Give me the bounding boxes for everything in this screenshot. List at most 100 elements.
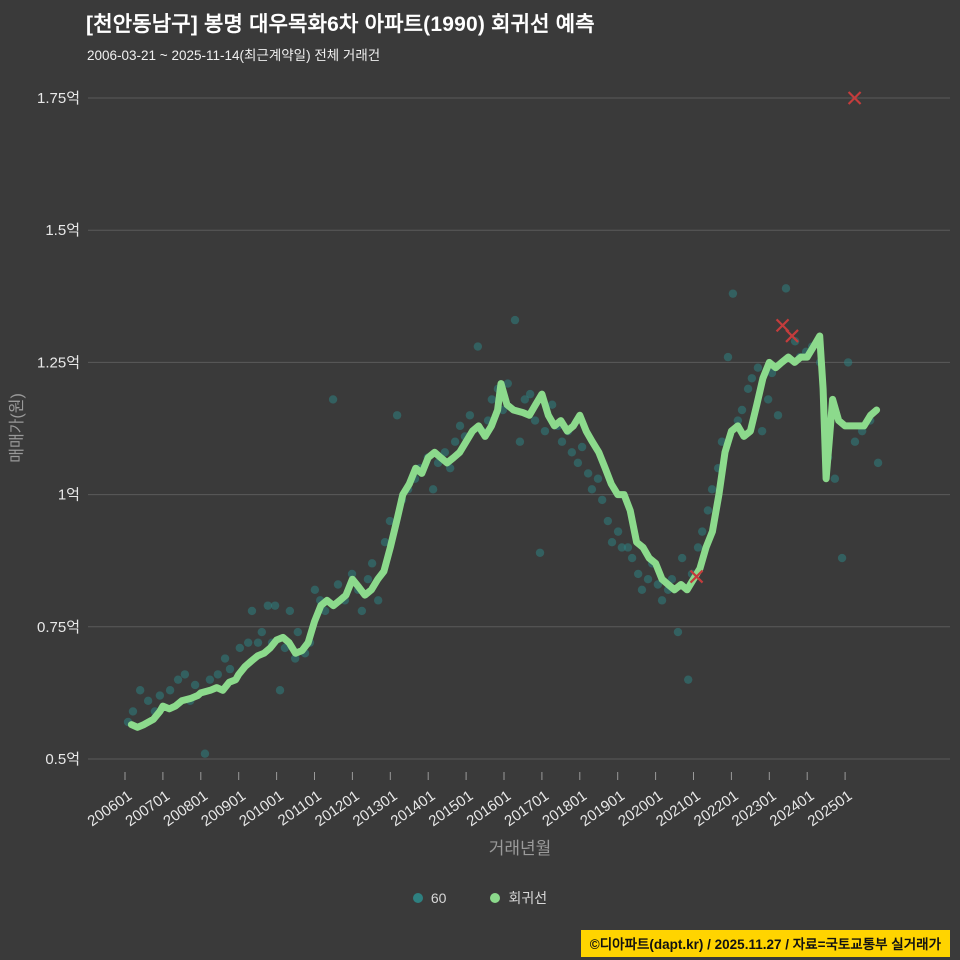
- scatter-point: [253, 638, 263, 647]
- regression-line-path: [127, 332, 881, 731]
- scatter-point: [220, 654, 230, 663]
- price-scatter-chart: 0.5억 0.75억 1억 1.25억 1.5억 1.75억 200601200701200…: [8, 90, 950, 858]
- scatter-point: [128, 707, 138, 716]
- scatter-point: [333, 580, 343, 589]
- scatter-point: [573, 458, 583, 468]
- scatter-point: [135, 686, 145, 695]
- scatter-point: [698, 527, 707, 536]
- scatter-point: [607, 537, 617, 547]
- scatter-point: [428, 485, 438, 494]
- scatter-point: [753, 363, 763, 372]
- scatter-point: [473, 342, 483, 351]
- scatter-point: [535, 548, 545, 557]
- scatter-point: [225, 664, 235, 674]
- scatter-point: [213, 670, 223, 679]
- scatter-point: [173, 675, 183, 684]
- chart-legend: 60 회귀선: [0, 888, 960, 908]
- scatter-point: [347, 569, 357, 579]
- scatter-point: [547, 400, 557, 409]
- scatter-point: [743, 384, 753, 394]
- y-tick-label: 1.25억: [37, 354, 80, 371]
- scatter-point: [263, 601, 273, 610]
- outlier-markers: [689, 91, 862, 584]
- x-axis-title: 거래년월: [489, 839, 552, 858]
- scatter-point: [577, 442, 587, 452]
- outlier-x-icon: [785, 329, 799, 343]
- scatter-point: [737, 405, 747, 415]
- scatter-point: [643, 575, 653, 584]
- scatter-point: [200, 749, 210, 758]
- scatter-point: [617, 543, 627, 552]
- scatter-point: [593, 474, 603, 483]
- y-tick-label: 0.75억: [37, 619, 80, 636]
- scatter-point: [583, 469, 593, 478]
- scatter-point: [637, 585, 647, 594]
- axis-titles: 매매가(원) 거래년월: [8, 393, 551, 858]
- scatter-point: [693, 543, 703, 552]
- legend-item-60[interactable]: 60: [412, 890, 447, 906]
- scatter-point: [633, 569, 643, 579]
- scatter-point: [873, 458, 883, 468]
- scatter-point: [767, 368, 777, 378]
- legend-label-regression: 회귀선: [508, 890, 548, 906]
- y-tick-label: 1억: [58, 487, 80, 504]
- y-tick-label: 0.5억: [45, 751, 80, 768]
- scatter-point: [487, 395, 497, 404]
- scatter-point: [180, 670, 190, 679]
- credit-badge: ©디아파트(dapt.kr) / 2025.11.27 / 자료=국토교통부 실…: [580, 930, 950, 957]
- legend-item-regression[interactable]: 회귀선: [490, 888, 547, 908]
- scatter-point: [653, 580, 663, 589]
- scatter-point: [155, 691, 165, 700]
- scatter-point: [733, 416, 743, 425]
- scatter-point: [530, 416, 540, 425]
- regression-line: [127, 332, 881, 731]
- scatter-point: [328, 395, 338, 404]
- scatter-point: [763, 395, 773, 404]
- scatter-point: [773, 411, 783, 420]
- line-legend-marker-icon: [490, 893, 501, 903]
- scatter-point: [728, 289, 738, 298]
- legend-label-60: 60: [430, 890, 447, 906]
- y-axis-labels: 0.5억 0.75억 1억 1.25억 1.5억 1.75억: [37, 90, 80, 768]
- x-axis-labels: 2006012007012008012009012010012011012012…: [85, 772, 856, 830]
- y-gridlines: [88, 97, 950, 760]
- scatter-point: [357, 606, 367, 616]
- scatter-point: [757, 426, 767, 436]
- scatter-point: [623, 543, 633, 552]
- scatter-point: [243, 638, 253, 647]
- scatter-point: [235, 643, 245, 653]
- scatter-point: [850, 437, 860, 446]
- scatter-point: [205, 675, 215, 684]
- scatter-point: [165, 686, 175, 695]
- scatter-point: [392, 411, 402, 420]
- scatter-point: [747, 374, 757, 383]
- scatter-point: [587, 485, 597, 494]
- scatter-point: [385, 516, 395, 526]
- scatter-point: [285, 606, 295, 616]
- scatter-point: [673, 627, 683, 637]
- scatter-point: [373, 596, 383, 605]
- scatter-point: [657, 596, 667, 605]
- scatter-point: [190, 680, 200, 690]
- outlier-x-icon: [775, 318, 790, 333]
- y-axis-title: 매매가(원): [8, 393, 26, 463]
- scatter-point: [290, 654, 300, 663]
- page-subtitle: 2006-03-21 ~ 2025-11-14(최근계약일) 전체 거래건: [87, 48, 381, 63]
- scatter-point: [520, 395, 530, 404]
- scatter-point: [270, 601, 280, 610]
- outlier-x-icon: [689, 569, 704, 584]
- scatter-point: [830, 474, 840, 483]
- scatter-point: [450, 437, 460, 446]
- scatter-point: [367, 559, 377, 568]
- scatter-legend-marker-icon: [412, 893, 423, 903]
- scatter-point: [667, 575, 677, 584]
- scatter-point: [790, 337, 800, 346]
- scatter-point: [627, 553, 637, 563]
- scatter-point: [455, 421, 465, 431]
- scatter-point: [540, 426, 550, 436]
- scatter-point: [380, 537, 390, 547]
- scatter-point: [557, 437, 567, 446]
- x-tick-label: 201001: [236, 787, 287, 830]
- x-tick-label: 202501: [805, 787, 856, 830]
